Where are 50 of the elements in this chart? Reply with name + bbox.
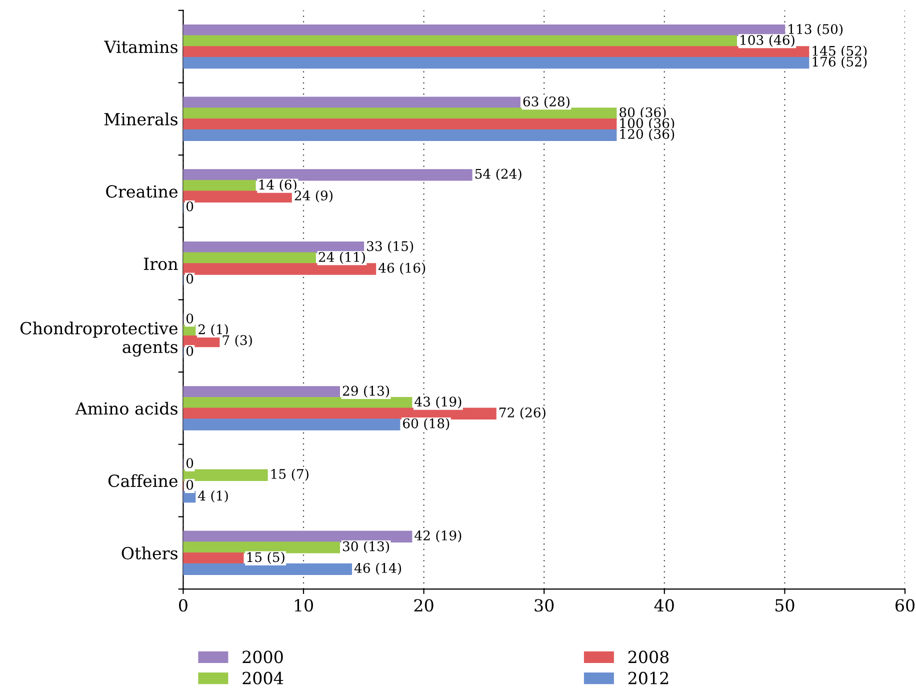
x-tick-label: 60 [896,599,915,612]
data-label: 0 [186,346,194,356]
y-tick-label: Iron [144,258,178,270]
data-label: 0 [186,313,194,324]
y-tick-label: Amino acids [75,402,178,415]
data-label: 0 [186,201,194,212]
data-label: 29 (13) [342,386,390,398]
x-tick-label: 30 [534,599,554,612]
data-label: 176 (52) [812,56,867,69]
y-tick-label: Creatine [106,185,178,198]
x-tick-label: 0 [178,599,188,612]
data-label: 145 (52) [812,46,867,58]
data-label: 24 (11) [318,252,365,264]
data-label: 0 [186,274,194,284]
y-tick-label: Chondroprotective agents [20,322,178,357]
data-label: 60 (18) [403,418,450,430]
x-tick-label: 10 [294,599,313,612]
legend-label: 2012 [628,672,668,684]
y-tick-label: Minerals [104,112,178,126]
data-label: 33 (15) [367,240,414,253]
y-tick-label: Caffeine [108,474,178,488]
data-label: 0 [186,480,194,490]
data-label: 2 (1) [198,324,228,336]
y-tick-label: Others [122,546,178,560]
data-label: 113 (50) [788,24,843,36]
data-label: 42 (19) [414,530,462,542]
data-label: 72 (26) [500,407,546,420]
data-label: 7 (3) [222,334,252,348]
data-label: 103 (46) [740,34,794,47]
data-label: 15 (7) [271,468,308,481]
legend-label: 2008 [628,650,669,664]
data-label: 30 (13) [343,541,390,554]
data-label: 24 (9) [294,190,333,202]
data-label: 120 (36) [620,128,674,141]
legend-label: 2000 [242,650,283,664]
data-label: 15 (5) [247,552,284,564]
data-label: 46 (16) [378,262,426,275]
data-label: 54 (24) [475,168,522,181]
x-tick-label: 20 [414,599,434,612]
data-label: 0 [186,458,194,468]
data-label: 46 (14) [354,562,402,575]
data-label: 80 (36) [620,107,666,120]
x-tick-label: 50 [776,599,794,612]
y-tick-label: Vitamins [104,40,178,54]
data-label: 14 (6) [259,179,296,192]
legend-label: 2004 [242,672,284,684]
data-label: 4 (1) [198,490,228,503]
data-label: 63 (28) [523,96,570,108]
data-label: 43 (19) [414,396,462,408]
x-tick-label: 40 [654,599,674,612]
